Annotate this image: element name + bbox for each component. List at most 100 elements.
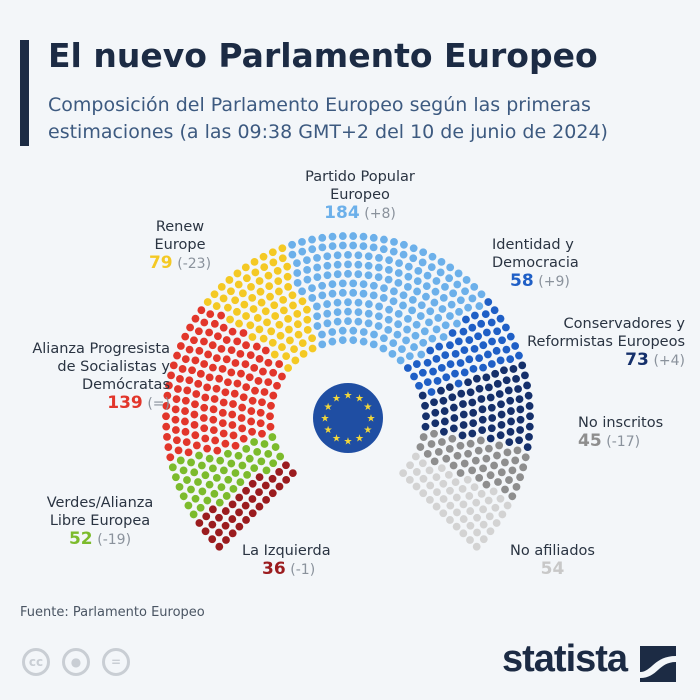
seat xyxy=(465,355,474,364)
seat xyxy=(262,466,271,475)
seat xyxy=(205,454,214,463)
seat xyxy=(185,345,194,354)
seat xyxy=(192,390,201,398)
seat xyxy=(288,469,297,478)
seat xyxy=(215,513,223,522)
seat xyxy=(384,315,393,324)
seat xyxy=(385,305,393,314)
seat xyxy=(419,338,428,347)
seat xyxy=(242,516,250,524)
seat xyxy=(303,325,312,334)
seat xyxy=(494,478,502,486)
seat xyxy=(313,312,322,321)
seat xyxy=(475,354,484,363)
seat xyxy=(364,300,373,308)
seat xyxy=(224,378,232,387)
seat xyxy=(364,261,373,270)
seat xyxy=(214,332,222,341)
seat xyxy=(229,484,238,493)
seat xyxy=(196,503,205,512)
seat xyxy=(459,421,468,429)
seat xyxy=(250,464,259,473)
group-name: Renew Europe xyxy=(154,219,206,253)
seat xyxy=(384,266,393,274)
star-icon: ★ xyxy=(355,433,364,444)
seat xyxy=(445,274,454,283)
seat xyxy=(208,520,217,529)
seat xyxy=(227,346,236,355)
seat xyxy=(165,381,173,390)
nd-icon[interactable]: = xyxy=(102,648,130,676)
seat xyxy=(191,400,199,409)
seat xyxy=(275,360,284,368)
seat xyxy=(419,248,428,257)
seat xyxy=(464,378,472,387)
seat xyxy=(283,262,292,271)
seat xyxy=(511,456,520,465)
seat xyxy=(289,301,297,310)
seat xyxy=(411,331,420,340)
seat xyxy=(282,352,291,361)
seat xyxy=(408,296,417,304)
seat xyxy=(370,330,378,339)
cc-icon[interactable]: cc xyxy=(22,648,50,676)
seat xyxy=(439,333,448,341)
label-left: La Izquierda 36 (-1) xyxy=(242,542,362,579)
seat xyxy=(475,384,484,393)
seat xyxy=(253,447,262,456)
seat xyxy=(254,377,263,385)
statista-logo[interactable]: statista xyxy=(502,638,628,680)
seat-change: (=) xyxy=(147,396,170,412)
seat xyxy=(260,388,269,396)
seat xyxy=(439,509,448,518)
seat xyxy=(227,287,235,296)
seat xyxy=(242,312,250,320)
page-subtitle: Composición del Parlamento Europeo según… xyxy=(48,94,608,143)
seat-change: (+9) xyxy=(538,274,570,290)
group-name: No afiliados xyxy=(510,543,595,559)
by-icon[interactable]: ● xyxy=(62,648,90,676)
seat xyxy=(255,488,263,497)
seat xyxy=(502,376,511,385)
star-icon: ★ xyxy=(363,425,372,436)
group-name: Partido Popular Europeo xyxy=(305,169,415,203)
seat xyxy=(179,492,188,501)
seat xyxy=(328,242,337,251)
seat xyxy=(478,426,487,435)
seat xyxy=(261,346,270,355)
seat xyxy=(344,298,352,307)
seat xyxy=(252,342,261,351)
seat xyxy=(333,298,342,307)
seat xyxy=(222,336,231,344)
seat xyxy=(525,422,534,431)
seat xyxy=(437,363,446,372)
seat xyxy=(423,378,432,387)
seat xyxy=(239,393,248,402)
seat xyxy=(354,251,363,260)
star-icon: ★ xyxy=(332,394,341,405)
seat xyxy=(492,519,501,527)
seat xyxy=(475,302,484,310)
seat xyxy=(194,478,202,486)
seat xyxy=(203,444,212,453)
seat xyxy=(195,451,203,460)
seat xyxy=(478,405,487,414)
seat xyxy=(465,492,474,500)
star-icon: ★ xyxy=(332,433,341,444)
seat xyxy=(328,289,337,298)
seat xyxy=(490,461,499,470)
seat xyxy=(238,289,247,298)
seat xyxy=(477,319,486,328)
seat xyxy=(222,536,230,544)
seat xyxy=(379,294,388,302)
seat xyxy=(445,444,454,453)
seat xyxy=(184,501,193,510)
seat xyxy=(245,454,254,463)
seat xyxy=(469,419,478,428)
seat xyxy=(444,470,453,479)
seat xyxy=(255,473,264,481)
seat xyxy=(175,482,184,491)
seat xyxy=(404,314,412,323)
seat xyxy=(487,360,496,368)
star-icon: ★ xyxy=(324,402,333,413)
